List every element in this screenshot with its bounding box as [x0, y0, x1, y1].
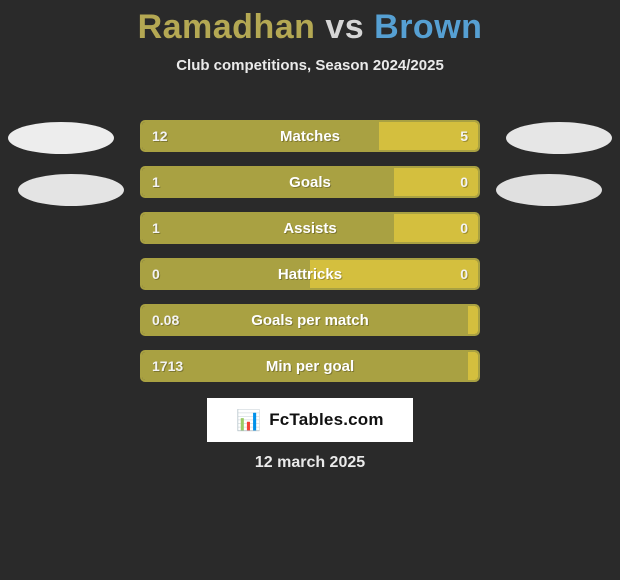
bar-left-segment: 1 [142, 168, 394, 196]
bar-right-segment: 0 [394, 168, 478, 196]
bar-row: 1713Min per goal [140, 350, 480, 382]
bar-left-value: 1 [152, 174, 160, 190]
bar-left-value: 0 [152, 266, 160, 282]
bar-row: 125Matches [140, 120, 480, 152]
date-label: 12 march 2025 [0, 454, 620, 472]
bar-left-value: 0.08 [152, 312, 179, 328]
bar-right-segment [468, 306, 478, 334]
chart-icon: 📊 [236, 408, 261, 433]
bar-row: 0.08Goals per match [140, 304, 480, 336]
bar-right-segment: 5 [379, 122, 478, 150]
page-title: Ramadhan vs Brown [0, 0, 620, 47]
title-player1: Ramadhan [138, 8, 316, 46]
bar-right-value: 0 [460, 174, 468, 190]
title-vs: vs [325, 8, 364, 46]
bar-left-segment: 0 [142, 260, 310, 288]
bar-right-value: 0 [460, 266, 468, 282]
comparison-bars: 125Matches10Goals10Assists00Hattricks0.0… [0, 120, 620, 396]
bar-left-segment: 1 [142, 214, 394, 242]
bar-row: 10Goals [140, 166, 480, 198]
bar-left-segment: 12 [142, 122, 379, 150]
brand-text: FcTables.com [269, 410, 384, 430]
bar-left-segment: 0.08 [142, 306, 468, 334]
brand-badge: 📊 FcTables.com [207, 398, 413, 442]
bar-left-segment: 1713 [142, 352, 468, 380]
bar-row: 00Hattricks [140, 258, 480, 290]
bar-left-value: 1713 [152, 358, 183, 374]
bar-right-value: 0 [460, 220, 468, 236]
bar-left-value: 1 [152, 220, 160, 236]
bar-right-segment [468, 352, 478, 380]
bar-row: 10Assists [140, 212, 480, 244]
bar-right-segment: 0 [394, 214, 478, 242]
title-player2: Brown [374, 8, 482, 46]
bar-left-value: 12 [152, 128, 168, 144]
bar-right-value: 5 [460, 128, 468, 144]
bar-right-segment: 0 [310, 260, 478, 288]
subtitle: Club competitions, Season 2024/2025 [0, 57, 620, 74]
